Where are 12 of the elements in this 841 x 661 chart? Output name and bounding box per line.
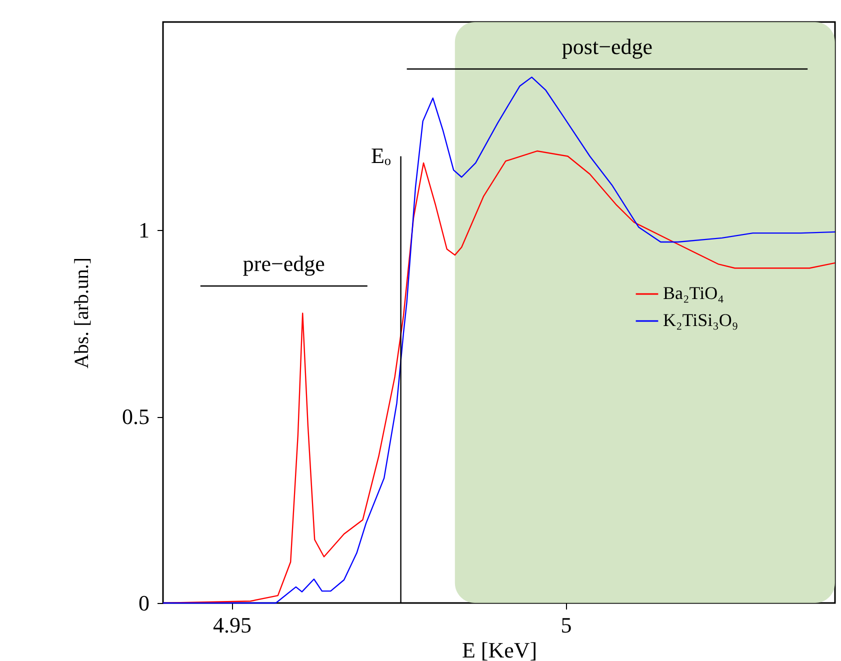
legend-label: K₂TiSi₃O₉	[663, 310, 738, 330]
annotation: post−edge	[562, 34, 653, 59]
x-axis-title: E [KeV]	[462, 638, 538, 661]
annotation: pre−edge	[242, 251, 325, 276]
legend-label: Ba₂TiO₄	[663, 283, 724, 303]
y-tick-label: 0	[138, 590, 150, 616]
x-tick-label: 4.95	[213, 612, 252, 638]
x-tick-label: 5	[560, 612, 572, 638]
y-tick-label: 1	[138, 218, 150, 243]
y-axis-title: Abs. [arb.un.]	[71, 257, 93, 369]
annotation: Eₒ	[371, 143, 391, 168]
y-tick-label: 0.5	[122, 404, 150, 430]
